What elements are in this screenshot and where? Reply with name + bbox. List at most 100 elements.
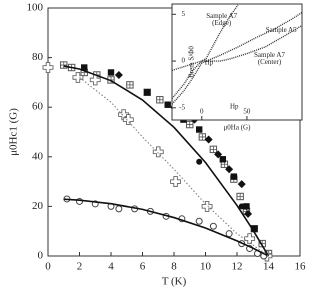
marker-part: [152, 146, 164, 158]
x-tick-label: 4: [108, 261, 114, 273]
square-plus: [156, 96, 164, 104]
open-plus: [89, 74, 101, 86]
filled-square: [230, 173, 238, 180]
filled-diamond: [204, 135, 213, 144]
x-axis-label: μ0Ha (G): [224, 124, 252, 132]
marker-part: [126, 81, 134, 89]
filled-diamond: [214, 150, 223, 159]
open-plus: [122, 114, 134, 126]
annotation: (Center): [258, 58, 282, 66]
square-plus: [126, 81, 134, 89]
marker-part: [236, 193, 244, 200]
marker-part: [199, 133, 206, 141]
chart: 0 2 4 6 8 10 12 14 16 0 20 40 60 80 100 T (K) μ0Hc1 (G) 0…: [8, 2, 307, 288]
marker-part: [186, 121, 193, 128]
marker-part: [156, 96, 164, 103]
marker-part: [204, 135, 213, 144]
filled-circle: [238, 203, 245, 210]
y-tick-label: 40: [32, 150, 44, 162]
marker-part: [225, 230, 233, 238]
filled-diamond: [225, 165, 234, 174]
marker-part: [115, 205, 123, 213]
marker-part: [238, 203, 245, 210]
open-plus: [42, 62, 54, 73]
marker-part: [237, 180, 246, 189]
marker-part: [107, 69, 115, 76]
filled-square: [107, 69, 115, 76]
filled-square: [251, 225, 258, 232]
filled-square: [219, 156, 227, 163]
y-tick-label: 0: [38, 250, 44, 262]
marker-part: [72, 71, 84, 83]
curve: [171, 24, 303, 99]
marker-part: [170, 176, 182, 188]
filled-diamond: [244, 209, 253, 218]
x-tick-label: 8: [171, 261, 177, 273]
marker-part: [196, 126, 203, 133]
square-plus: [198, 133, 207, 141]
annotation: Sample A5: [266, 26, 297, 34]
open-circle: [115, 205, 123, 213]
filled-circle: [196, 158, 203, 165]
y-tick-label: 80: [32, 51, 44, 63]
y-tick-label: 0: [182, 57, 186, 65]
annotation: (Edge): [212, 19, 232, 27]
marker-part: [230, 173, 238, 180]
open-plus: [152, 146, 164, 158]
annotation: Sample A7: [254, 51, 285, 59]
marker-part: [201, 200, 213, 212]
marker-part: [114, 70, 123, 79]
filled-square: [196, 126, 203, 133]
marker-part: [122, 114, 134, 126]
filled-square: [81, 64, 88, 71]
filled-square: [164, 101, 171, 108]
fit-line: [63, 65, 270, 257]
open-plus: [170, 176, 182, 188]
x-tick-label: 6: [140, 261, 146, 273]
x-tick-label: 14: [263, 261, 275, 273]
marker-part: [60, 61, 67, 69]
x-tick-label: 0: [200, 108, 204, 116]
marker-part: [251, 225, 258, 232]
marker-part: [209, 222, 217, 230]
filled-square: [144, 89, 151, 96]
fit-line: [63, 198, 269, 257]
square-plus: [186, 120, 194, 129]
marker-part: [214, 150, 223, 159]
x-axis-label: T (K): [162, 276, 187, 288]
square-plus: [236, 192, 244, 201]
marker-part: [195, 217, 203, 225]
x-tick-label: 50: [243, 108, 251, 116]
open-circle: [225, 230, 233, 238]
open-plus: [72, 71, 84, 83]
y-tick-label: 100: [27, 2, 44, 14]
inset-frame: [171, 3, 303, 121]
x-tick-label: 16: [295, 261, 307, 273]
marker-part: [42, 62, 54, 73]
marker-part: [164, 101, 171, 108]
x-tick-label: 10: [200, 261, 212, 273]
annotation: Sample A7: [206, 12, 237, 20]
annotation: Hp: [205, 59, 214, 67]
marker-part: [81, 64, 88, 71]
y-axis-label: Brem S/Φ0: [188, 46, 196, 78]
marker-part: [219, 156, 227, 163]
open-circle: [195, 217, 203, 225]
filled-diamond: [237, 180, 246, 189]
marker-part: [196, 158, 203, 165]
marker-part: [244, 233, 256, 245]
filled-square: [243, 203, 250, 210]
marker-part: [144, 89, 151, 96]
y-axis-label: μ0Hc1 (G): [8, 108, 20, 156]
y-tick-label: -5: [179, 103, 185, 111]
y-tick-label: 5: [182, 10, 186, 18]
square-plus: [60, 61, 68, 69]
x-tick-label: 0: [45, 261, 51, 273]
marker-part: [243, 203, 250, 210]
marker-part: [244, 209, 253, 218]
marker-part: [210, 146, 217, 153]
marker-part: [225, 165, 234, 174]
x-tick-label: 2: [77, 261, 83, 273]
y-tick-label: 20: [32, 200, 44, 212]
curve: [171, 4, 239, 72]
